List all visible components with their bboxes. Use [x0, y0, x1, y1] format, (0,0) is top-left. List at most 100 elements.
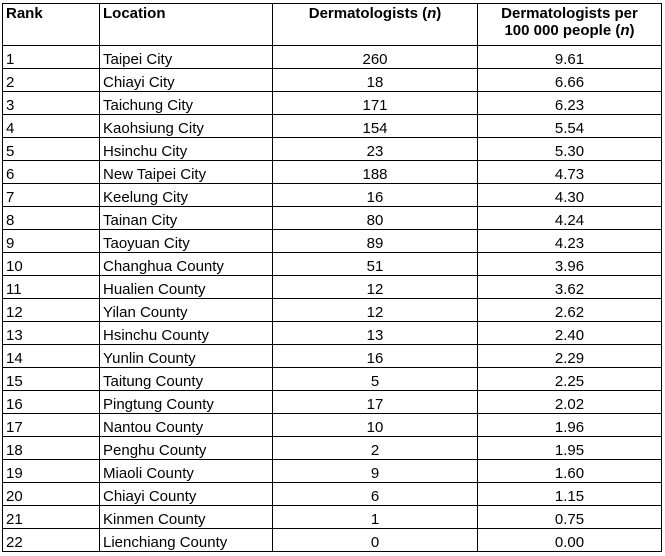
per-100000-cell: 1.60 [477, 459, 662, 483]
per-100000-header-n: n [620, 22, 630, 39]
per-100000-cell: 0.75 [477, 505, 662, 529]
rank-cell: 15 [2, 367, 100, 391]
dermatologists-cell: 154 [272, 114, 478, 138]
location-cell: Chiayi County [99, 482, 273, 506]
table-header: Rank Location Dermatologists (n) Dermato… [2, 3, 662, 46]
per-100000-cell: 2.25 [477, 367, 662, 391]
rank-cell: 19 [2, 459, 100, 483]
dermatologists-cell: 5 [272, 367, 478, 391]
rank-cell: 16 [2, 390, 100, 414]
dermatologist-density-table: Rank Location Dermatologists (n) Dermato… [2, 3, 662, 552]
per-100000-cell: 2.62 [477, 298, 662, 322]
rank-cell: 21 [2, 505, 100, 529]
location-cell: Keelung City [99, 183, 273, 207]
rank-cell: 18 [2, 436, 100, 460]
rank-header: Rank [2, 3, 100, 46]
location-cell: Kaohsiung City [99, 114, 273, 138]
location-cell: Taichung City [99, 91, 273, 115]
table-row: 17 Nantou County 10 1.96 [2, 413, 662, 437]
per-100000-cell: 1.95 [477, 436, 662, 460]
location-cell: Hsinchu City [99, 137, 273, 161]
rank-cell: 2 [2, 68, 100, 92]
location-cell: Kinmen County [99, 505, 273, 529]
rank-cell: 17 [2, 413, 100, 437]
table-row: 8 Tainan City 80 4.24 [2, 206, 662, 230]
location-cell: Hualien County [99, 275, 273, 299]
dermatologists-cell: 9 [272, 459, 478, 483]
dermatologists-cell: 17 [272, 390, 478, 414]
dermatologists-cell: 23 [272, 137, 478, 161]
per-100000-cell: 4.23 [477, 229, 662, 253]
rank-cell: 22 [2, 528, 100, 552]
header-row: Rank Location Dermatologists (n) Dermato… [2, 3, 662, 46]
table-row: 6 New Taipei City 188 4.73 [2, 160, 662, 184]
per-100000-header-close: ) [629, 22, 635, 39]
per-100000-cell: 4.30 [477, 183, 662, 207]
rank-cell: 11 [2, 275, 100, 299]
table-row: 11 Hualien County 12 3.62 [2, 275, 662, 299]
table-row: 7 Keelung City 16 4.30 [2, 183, 662, 207]
per-100000-cell: 1.96 [477, 413, 662, 437]
dermatologists-cell: 13 [272, 321, 478, 345]
table-row: 5 Hsinchu City 23 5.30 [2, 137, 662, 161]
per-100000-header-line2-text: 100 000 people ( [504, 22, 621, 39]
table-row: 9 Taoyuan City 89 4.23 [2, 229, 662, 253]
dermatologists-cell: 18 [272, 68, 478, 92]
table-row: 15 Taitung County 5 2.25 [2, 367, 662, 391]
rank-cell: 13 [2, 321, 100, 345]
dermatologists-cell: 10 [272, 413, 478, 437]
table-row: 22 Lienchiang County 0 0.00 [2, 528, 662, 552]
dermatologists-header: Dermatologists (n) [272, 3, 478, 46]
dermatologists-cell: 51 [272, 252, 478, 276]
per-100000-header-line2: 100 000 people (n) [481, 22, 658, 39]
table-body: 1 Taipei City 260 9.61 2 Chiayi City 18 6.66 3 Ta… [2, 45, 662, 552]
location-cell: Yilan County [99, 298, 273, 322]
location-cell: Penghu County [99, 436, 273, 460]
per-100000-cell: 2.02 [477, 390, 662, 414]
dermatologists-cell: 0 [272, 528, 478, 552]
per-100000-header: Dermatologists per 100 000 people (n) [477, 3, 662, 46]
per-100000-cell: 5.54 [477, 114, 662, 138]
table-row: 19 Miaoli County 9 1.60 [2, 459, 662, 483]
rank-cell: 7 [2, 183, 100, 207]
table-row: 14 Yunlin County 16 2.29 [2, 344, 662, 368]
rank-cell: 5 [2, 137, 100, 161]
rank-cell: 12 [2, 298, 100, 322]
rank-cell: 10 [2, 252, 100, 276]
location-cell: Pingtung County [99, 390, 273, 414]
location-cell: Chiayi City [99, 68, 273, 92]
dermatologists-cell: 80 [272, 206, 478, 230]
per-100000-header-line1: Dermatologists per [501, 5, 638, 22]
location-cell: Taipei City [99, 45, 273, 69]
dermatologists-cell: 12 [272, 275, 478, 299]
per-100000-cell: 2.29 [477, 344, 662, 368]
rank-cell: 20 [2, 482, 100, 506]
table-row: 3 Taichung City 171 6.23 [2, 91, 662, 115]
per-100000-cell: 3.62 [477, 275, 662, 299]
rank-cell: 9 [2, 229, 100, 253]
per-100000-cell: 0.00 [477, 528, 662, 552]
per-100000-cell: 5.30 [477, 137, 662, 161]
dermatologists-cell: 16 [272, 344, 478, 368]
table-row: 13 Hsinchu County 13 2.40 [2, 321, 662, 345]
dermatologists-cell: 89 [272, 229, 478, 253]
dermatologists-cell: 2 [272, 436, 478, 460]
location-cell: Lienchiang County [99, 528, 273, 552]
location-cell: Nantou County [99, 413, 273, 437]
location-cell: Changhua County [99, 252, 273, 276]
location-cell: Taoyuan City [99, 229, 273, 253]
dermatologists-cell: 1 [272, 505, 478, 529]
table-row: 16 Pingtung County 17 2.02 [2, 390, 662, 414]
per-100000-cell: 4.24 [477, 206, 662, 230]
table-row: 2 Chiayi City 18 6.66 [2, 68, 662, 92]
dermatologists-cell: 12 [272, 298, 478, 322]
table-row: 18 Penghu County 2 1.95 [2, 436, 662, 460]
table-row: 20 Chiayi County 6 1.15 [2, 482, 662, 506]
rank-cell: 6 [2, 160, 100, 184]
location-cell: New Taipei City [99, 160, 273, 184]
per-100000-cell: 6.23 [477, 91, 662, 115]
location-cell: Tainan City [99, 206, 273, 230]
rank-cell: 3 [2, 91, 100, 115]
dermatologists-cell: 188 [272, 160, 478, 184]
location-cell: Yunlin County [99, 344, 273, 368]
